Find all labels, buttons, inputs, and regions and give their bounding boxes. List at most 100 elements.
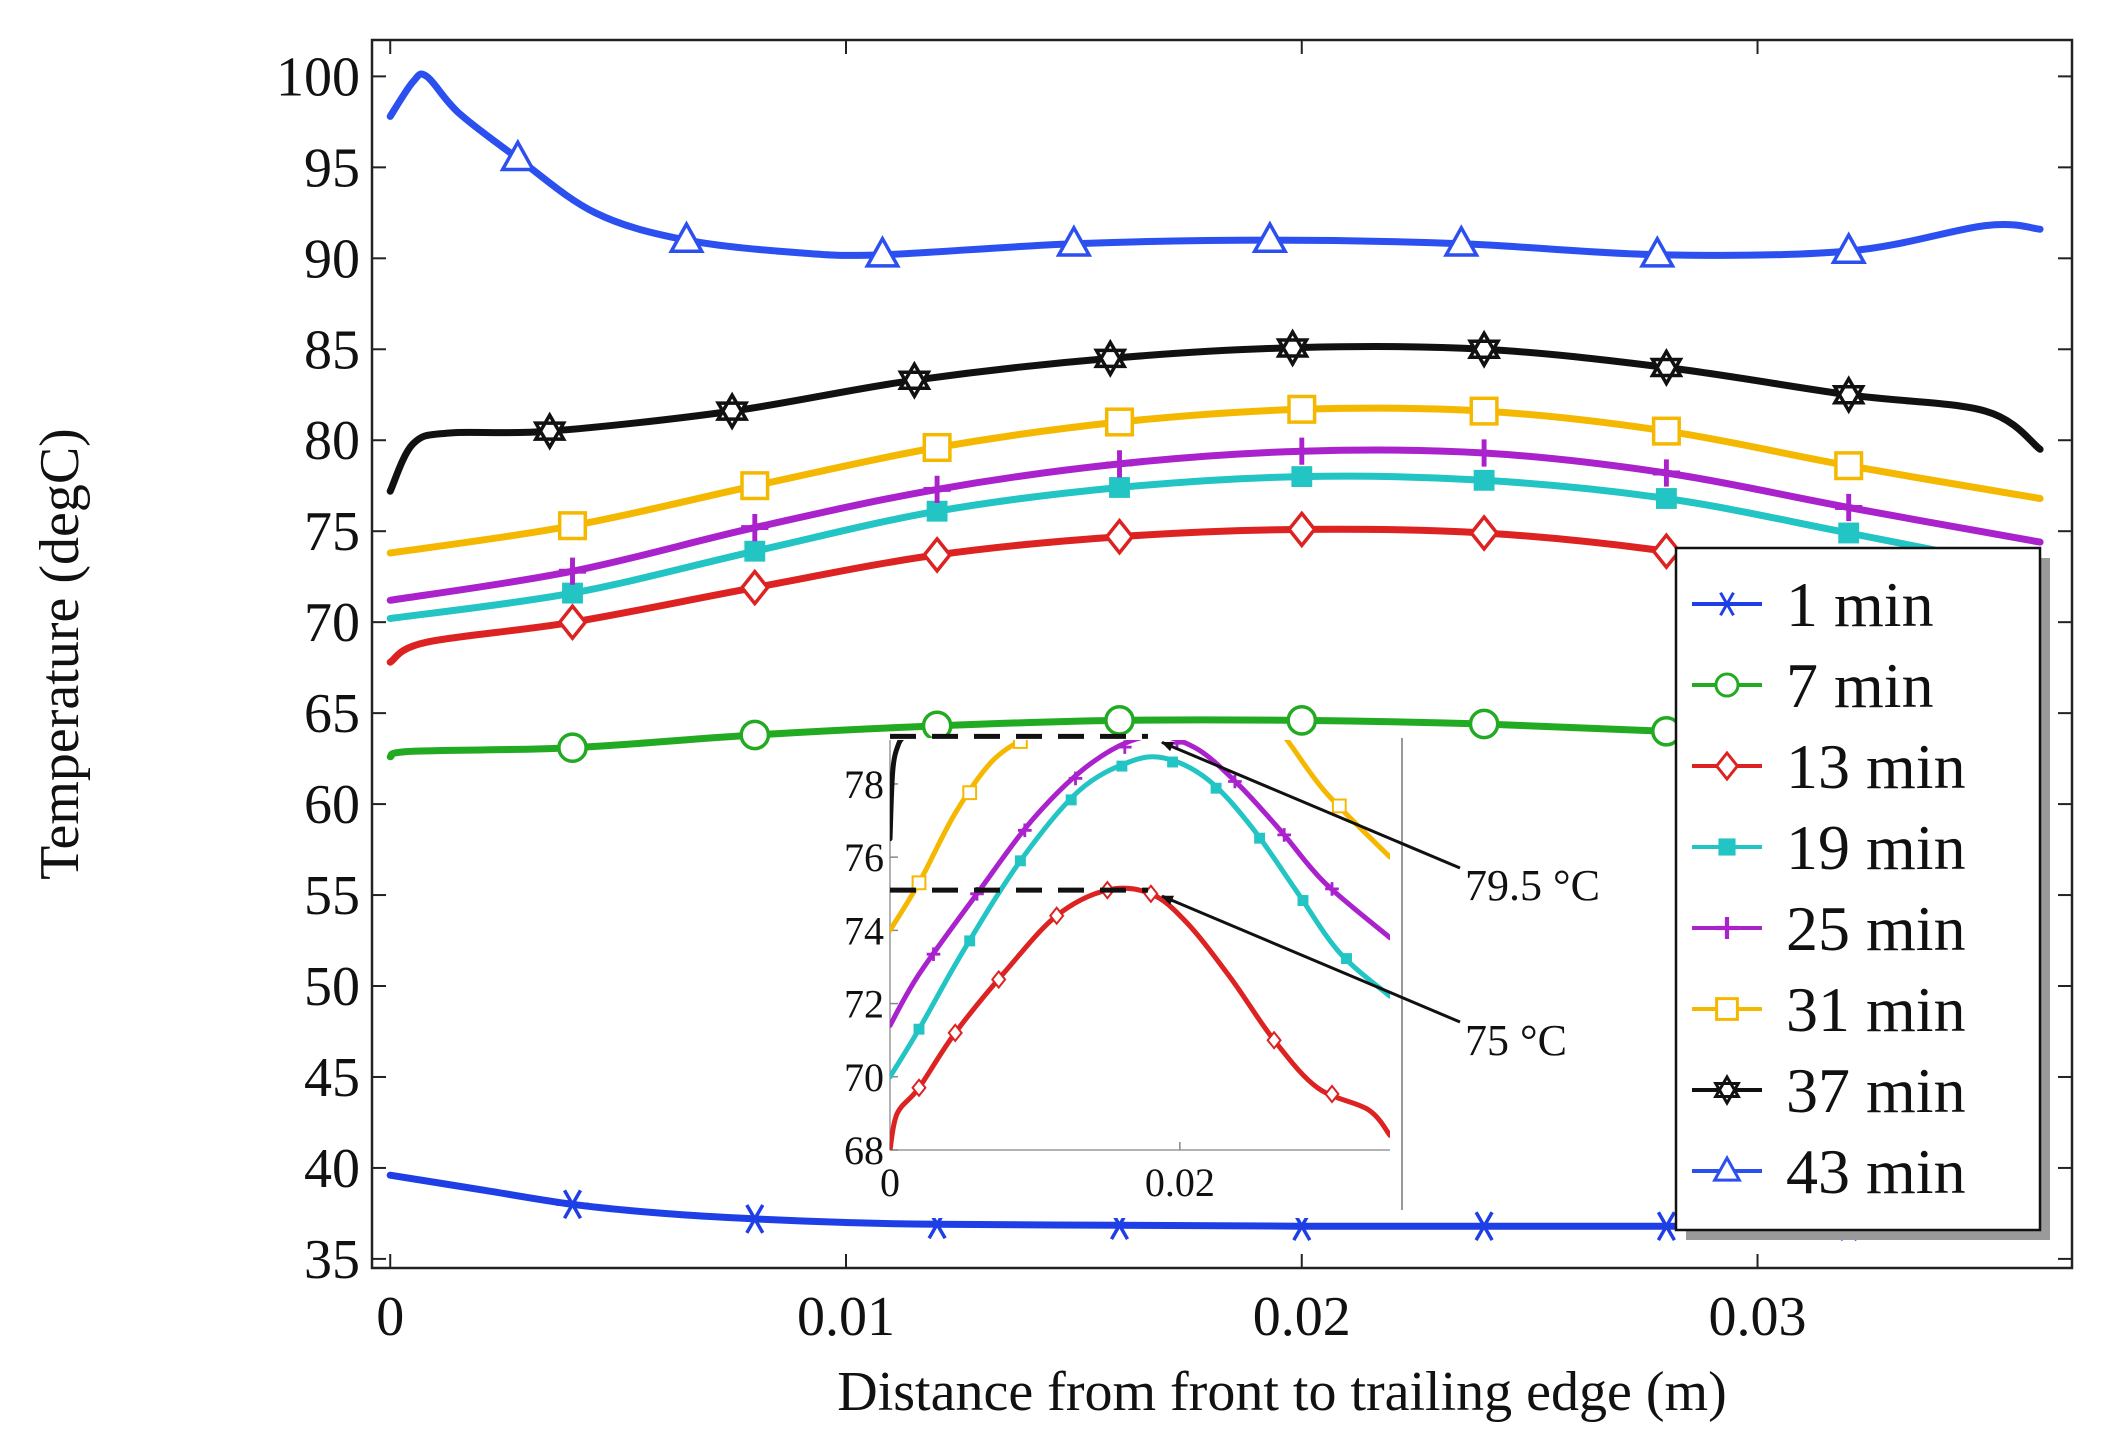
- inset-data-point-shape: [1324, 1084, 1340, 1104]
- y-tick-label: 45: [304, 1047, 360, 1109]
- inset-series-13-min: [890, 880, 1390, 1150]
- data-point-shape: [1652, 459, 1681, 487]
- inset-data-point-shape: [1065, 794, 1077, 806]
- data-point: [532, 411, 567, 451]
- data-point: [1467, 329, 1502, 369]
- data-point: [1651, 532, 1682, 571]
- legend-marker: [1714, 591, 1740, 617]
- data-point-shape: [744, 540, 766, 562]
- legend-label: 25 min: [1786, 893, 1966, 964]
- inset-data-point-shape: [1325, 882, 1339, 896]
- data-point: [1291, 466, 1313, 488]
- data-point-shape: [740, 471, 770, 501]
- data-point-shape: [741, 513, 769, 542]
- inset-y-tick-label: 68: [844, 1128, 884, 1173]
- data-point-shape: [1467, 329, 1502, 369]
- inset-data-point-shape: [911, 875, 927, 891]
- inset-data-point-shape: [1297, 895, 1309, 906]
- inset-data-point-shape: [926, 947, 941, 962]
- data-point: [744, 540, 766, 562]
- data-point-shape: [1639, 235, 1676, 268]
- inset-series-25-min: [890, 740, 1390, 1028]
- data-point-shape: [532, 411, 567, 451]
- y-tick-label: 80: [304, 410, 360, 472]
- data-point-shape: [1835, 493, 1863, 522]
- legend-item: 43 min: [1692, 1136, 1966, 1207]
- inset-data-point-shape: [1266, 1030, 1282, 1050]
- inset-data-point-shape: [1341, 953, 1352, 965]
- data-point-shape: [1831, 375, 1866, 415]
- inset-data-point-shape: [1167, 756, 1179, 768]
- data-point: [923, 475, 951, 503]
- data-point: [1104, 407, 1135, 437]
- data-point-shape: [1649, 348, 1684, 387]
- inset-data-point-shape: [1277, 828, 1291, 842]
- inset-data-point-shape: [1116, 760, 1128, 772]
- legend-item: 25 min: [1692, 893, 1966, 964]
- legend-label: 7 min: [1786, 650, 1934, 721]
- inset-data-point: [1266, 1030, 1282, 1050]
- data-point: [739, 719, 771, 751]
- data-point: [922, 536, 953, 574]
- inset-series-19-min: [890, 754, 1390, 1080]
- data-point: [740, 471, 770, 501]
- data-point-shape: [1286, 510, 1317, 549]
- data-point-shape: [738, 1204, 771, 1234]
- data-point: [1286, 510, 1317, 549]
- data-point: [1468, 708, 1500, 740]
- data-point-shape: [739, 568, 770, 607]
- legend-label: 31 min: [1786, 974, 1966, 1045]
- data-point: [864, 235, 901, 268]
- legend-marker-shape: [1714, 750, 1740, 782]
- data-point: [897, 360, 932, 400]
- data-point-shape: [1469, 396, 1499, 426]
- legend-marker-shape: [1714, 591, 1740, 617]
- y-tick-label: 55: [304, 865, 360, 927]
- data-point-shape: [558, 557, 587, 585]
- y-tick-label: 60: [304, 774, 360, 836]
- data-point: [1469, 514, 1500, 552]
- series-37-min: [386, 328, 2044, 495]
- inset-y-tick-label: 78: [844, 762, 884, 807]
- inset-data-point: [1210, 782, 1222, 794]
- data-point-shape: [1469, 514, 1500, 552]
- data-point: [1639, 235, 1676, 268]
- data-point: [1287, 394, 1317, 424]
- y-tick-label: 75: [304, 501, 360, 563]
- inset-data-point: [1324, 1084, 1340, 1104]
- inset-data-point-shape: [1254, 832, 1266, 844]
- inset-x-tick-label: 0: [880, 1160, 900, 1205]
- y-tick-label: 65: [304, 683, 360, 745]
- legend-item: 37 min: [1692, 1055, 1966, 1126]
- y-tick-label: 95: [304, 137, 360, 199]
- x-tick-label: 0.03: [1709, 1286, 1807, 1348]
- data-point: [1469, 396, 1499, 426]
- inset-y-tick-label: 74: [844, 908, 884, 953]
- legend-label: 1 min: [1786, 569, 1934, 640]
- data-point: [1286, 705, 1318, 736]
- data-point-shape: [556, 1189, 589, 1220]
- series-31-min: [386, 394, 2044, 557]
- inset-data-point: [1167, 756, 1179, 768]
- inset-background: [818, 738, 1406, 1218]
- data-point-shape: [1275, 328, 1310, 368]
- y-tick-label: 100: [276, 46, 360, 108]
- data-point-shape: [1286, 705, 1318, 736]
- inset-data-point: [1325, 882, 1339, 896]
- annotation-arrow: [1161, 740, 1461, 870]
- series-line: [386, 404, 2044, 557]
- data-point: [556, 1189, 589, 1220]
- legend-marker: [1712, 1154, 1742, 1182]
- inset-data-point-shape: [947, 1023, 963, 1043]
- series-43-min: [386, 70, 2044, 268]
- series-25-min: [386, 437, 2044, 604]
- inset-data-point: [926, 947, 941, 962]
- inset-data-point: [1331, 798, 1347, 814]
- legend-marker: [1714, 672, 1740, 698]
- inset-data-point-shape: [962, 785, 978, 801]
- inset-data-point: [911, 1078, 927, 1098]
- inset-data-point-shape: [1331, 798, 1347, 814]
- data-point-shape: [562, 582, 583, 604]
